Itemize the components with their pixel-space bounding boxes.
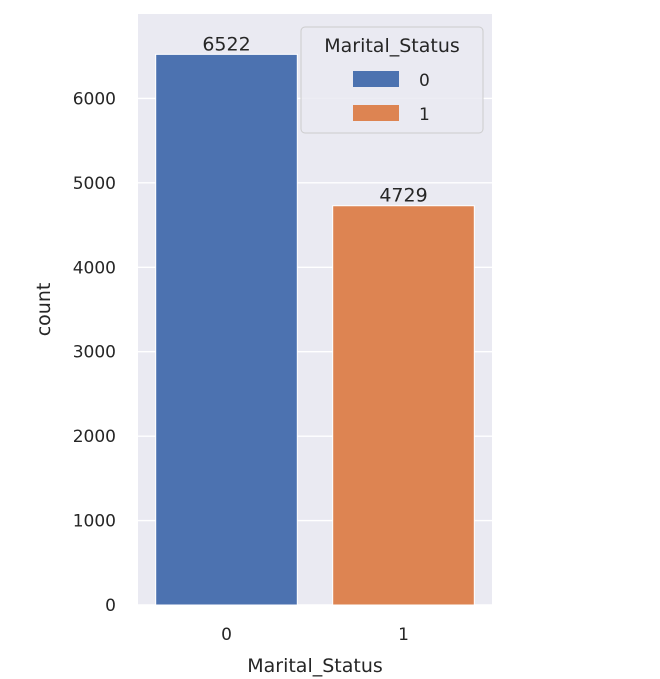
- legend: Marital_Status 0 1: [300, 26, 484, 134]
- y-tick-label: 1000: [73, 512, 116, 532]
- x-axis-label: Marital_Status: [247, 655, 383, 677]
- y-tick-label: 3000: [73, 343, 116, 363]
- legend-swatch-1: [353, 105, 399, 121]
- bars: [155, 53, 475, 606]
- y-tick-label: 5000: [73, 174, 116, 194]
- bar-1: [332, 205, 475, 606]
- y-tick-label: 2000: [73, 427, 116, 447]
- y-axis-ticks: 0 1000 2000 3000 4000 5000 6000: [73, 89, 116, 616]
- y-tick-label: 4000: [73, 258, 116, 278]
- data-labels: 6522 4729: [202, 33, 427, 206]
- x-tick-label: 0: [221, 625, 232, 645]
- bar-value-label: 4729: [379, 185, 427, 207]
- bar-value-label: 6522: [202, 33, 250, 55]
- legend-swatch-0: [353, 71, 399, 87]
- y-tick-label: 0: [105, 596, 116, 616]
- legend-title: Marital_Status: [324, 35, 460, 57]
- y-tick-label: 6000: [73, 89, 116, 109]
- y-axis-label: count: [33, 283, 55, 337]
- legend-entry-label: 0: [419, 71, 430, 91]
- legend-entry-label: 1: [419, 105, 430, 125]
- bar-0: [155, 53, 298, 606]
- x-tick-label: 1: [398, 625, 409, 645]
